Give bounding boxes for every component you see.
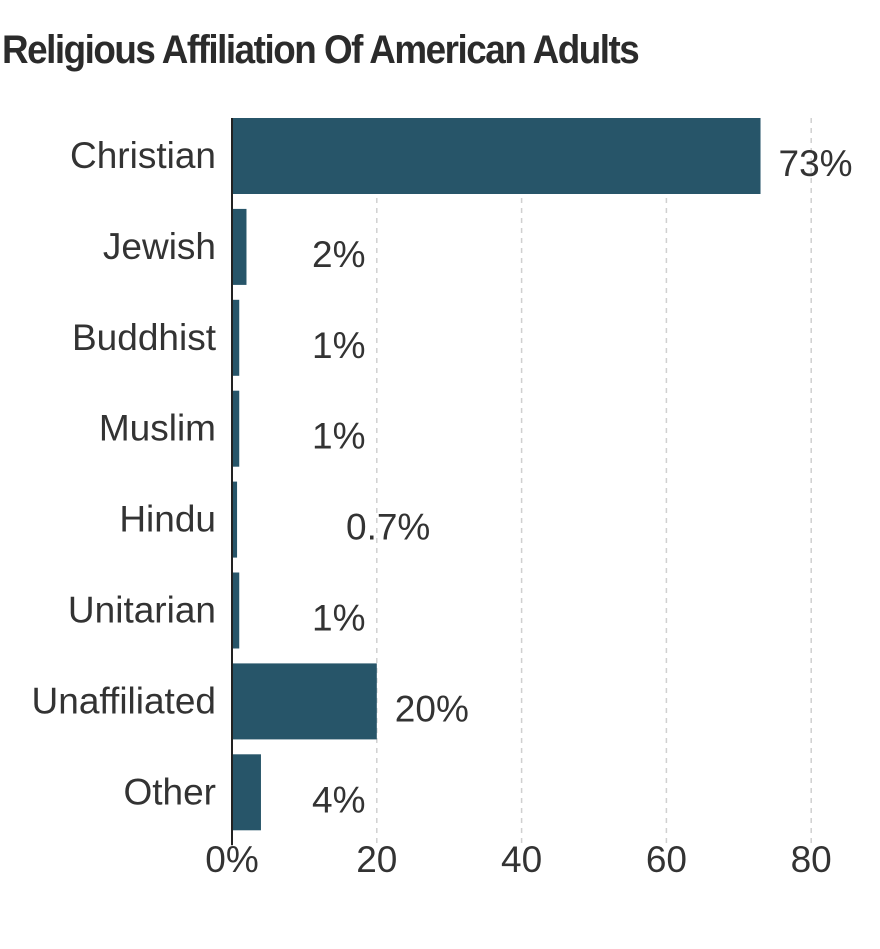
data-label: 73%	[779, 143, 853, 184]
bar	[232, 390, 240, 467]
data-label: 20%	[395, 688, 469, 729]
data-label: 1%	[312, 416, 365, 457]
bar	[232, 208, 247, 285]
category-label: Unaffiliated	[32, 680, 216, 721]
x-tick-label: 20	[356, 839, 397, 880]
data-label: 0.7%	[346, 507, 430, 548]
category-label: Buddhist	[72, 317, 217, 358]
data-label: 2%	[312, 234, 365, 275]
category-label: Christian	[70, 135, 216, 176]
data-label: 1%	[312, 325, 365, 366]
x-tick-label: 40	[501, 839, 542, 880]
bar	[232, 118, 761, 194]
bar	[232, 299, 240, 376]
category-label: Unitarian	[68, 590, 216, 631]
category-label: Other	[123, 771, 216, 812]
data-label: 4%	[312, 779, 365, 820]
chart-title: Religious Affiliation Of American Adults	[2, 28, 640, 72]
x-tick-label: 0%	[205, 839, 258, 880]
category-label: Muslim	[99, 408, 216, 449]
x-tick-label: 80	[791, 839, 832, 880]
category-label: Hindu	[119, 499, 216, 540]
bar	[232, 754, 261, 831]
bar	[232, 481, 238, 558]
x-tick-label: 60	[646, 839, 687, 880]
category-label: Jewish	[103, 226, 216, 267]
bar	[232, 663, 377, 740]
data-label: 1%	[312, 598, 365, 639]
bar	[232, 572, 240, 649]
